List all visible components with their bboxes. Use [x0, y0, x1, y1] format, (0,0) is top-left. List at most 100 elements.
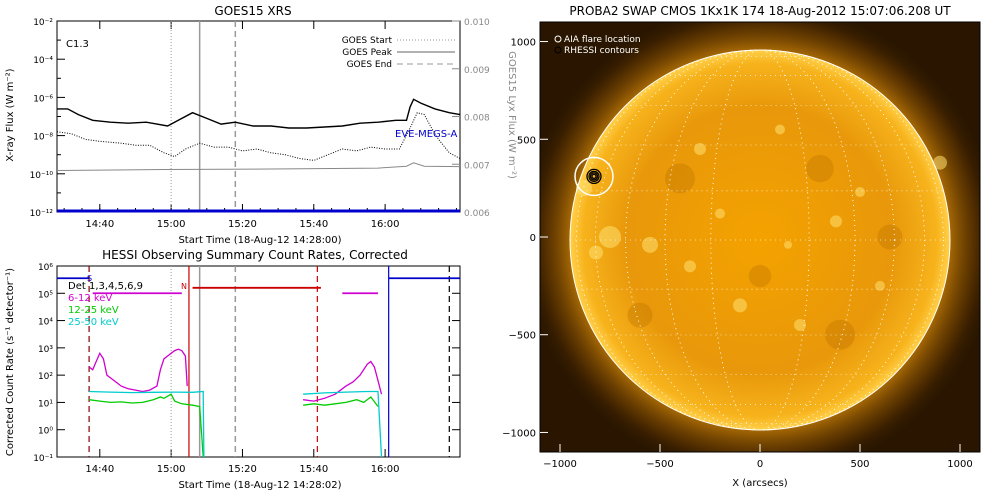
swap-x-tick-label: 500 — [850, 459, 869, 470]
rhessi-contour — [586, 168, 602, 185]
legend-rhessi-icon — [554, 46, 562, 54]
goes-plot-frame — [56, 20, 461, 213]
goes-class-label: C1.3 — [66, 39, 89, 50]
swap-y-tick-label: 1000 — [511, 38, 536, 49]
hessi-series-6-12-keV — [88, 348, 188, 393]
goes-xrs-chart: GOES15 XRS 10⁻¹² 10⁻¹⁰ 10⁻⁸ 10⁻⁶ 10⁻⁴ 10⁻² 0.0… — [5, 4, 517, 246]
active-region — [784, 240, 792, 249]
active-region — [733, 298, 747, 313]
eve-label: EVE-MEGS-A — [395, 129, 458, 140]
hessi-legend-12-25: 12-25 keV — [68, 305, 119, 316]
goes-y-tick-label: 10⁻⁴ — [33, 56, 53, 66]
rhessi-contour — [588, 170, 600, 183]
hessi-count-rate-chart: HESSI Observing Summary Count Rates, Cor… — [5, 248, 461, 491]
coronal-dark-region — [665, 163, 695, 194]
hessi-y-tick-label: 10⁵ — [38, 290, 53, 300]
hessi-title: HESSI Observing Summary Count Rates, Cor… — [102, 248, 408, 262]
hessi-flag-n: N — [181, 282, 187, 291]
goes-x-tick-label: 14:40 — [85, 219, 114, 230]
goes-y2-tick-label: 0.008 — [464, 114, 490, 124]
active-region — [933, 155, 947, 170]
sun-limb — [569, 49, 951, 431]
hessi-x-tick-label: 15:20 — [228, 464, 257, 475]
hessi-flag-s: S — [87, 274, 92, 283]
aia-flare-circle — [574, 156, 614, 197]
rhessi-contour — [591, 173, 597, 180]
hessi-ylabel: Corrected Count Rate (s⁻¹ detector⁻¹) — [5, 268, 16, 456]
hessi-y-tick-label: 10⁶ — [38, 263, 53, 273]
hessi-x-tick-label: 16:00 — [371, 464, 400, 475]
coronal-dark-region — [877, 224, 903, 250]
active-region — [684, 260, 696, 273]
grid-longitude — [664, 49, 856, 431]
goes-x-tick-label: 15:00 — [157, 219, 186, 230]
goes-long-series — [57, 98, 461, 129]
hessi-series-12-25-keV — [303, 396, 379, 407]
coronal-dark-region — [825, 319, 855, 350]
rhessi-contour — [589, 172, 599, 181]
goes-y2-tick-label: 0.009 — [464, 66, 490, 76]
goes-legend-label: GOES End — [347, 60, 392, 70]
active-region — [589, 245, 603, 260]
hessi-series-6-12-keV — [303, 360, 383, 402]
coronal-dark-region — [748, 264, 772, 288]
goes-y-tick-label: 10⁻⁸ — [33, 133, 53, 143]
hessi-xlabel: Start Time (18-Aug-12 14:28:02) — [178, 480, 341, 491]
swap-y-tick-label: −500 — [509, 331, 536, 342]
active-region — [775, 124, 785, 135]
goes-xlabel: Start Time (18-Aug-12 14:28:00) — [178, 235, 341, 246]
goes-ylabel: X-ray Flux (W m⁻²) — [5, 68, 16, 161]
hessi-plot-frame — [56, 265, 461, 458]
goes-x-tick-label: 15:20 — [228, 219, 257, 230]
goes-legend: GOES Start GOES Peak GOES End — [342, 36, 455, 70]
active-region — [830, 215, 842, 228]
active-region — [642, 236, 658, 253]
hessi-x-tick-label: 14:40 — [85, 464, 114, 475]
hessi-det-label: Det 1,3,4,5,6,9 — [68, 281, 143, 292]
swap-title: PROBA2 SWAP CMOS 1Kx1K 174 18-Aug-2012 1… — [569, 4, 951, 18]
hessi-y-tick-label: 10⁴ — [38, 318, 53, 328]
swap-y-tick-label: 500 — [517, 135, 536, 146]
legend-rhessi-label: RHESSI contours — [564, 46, 639, 56]
goes-y-tick-label: 10⁻² — [33, 18, 53, 28]
goes-title: GOES15 XRS — [214, 4, 291, 18]
active-region — [694, 143, 706, 156]
coronal-dark-region — [627, 302, 653, 328]
hessi-legend-6-12: 6-12 keV — [68, 293, 112, 304]
goes-y2label: GOES15 Lyx Flux (W m⁻²) — [506, 51, 517, 179]
goes-y-tick-label: 10⁻⁶ — [33, 94, 53, 104]
active-region — [794, 318, 806, 331]
hessi-y-tick-label: 10¹ — [38, 399, 53, 409]
swap-x-tick-label: −1000 — [543, 459, 577, 470]
active-region — [875, 280, 885, 291]
swap-legend: AIA flare location RHESSI contours — [554, 35, 641, 56]
goes-x-tick-label: 16:00 — [371, 219, 400, 230]
hessi-x-tick-label: 15:40 — [299, 464, 328, 475]
flare-location-marker — [574, 156, 614, 197]
legend-aia-label: AIA flare location — [564, 35, 641, 45]
goes-y-tick-label: 10⁻¹⁰ — [30, 171, 54, 181]
goes-legend-label: GOES Start — [342, 36, 393, 46]
active-region — [855, 187, 865, 198]
goes-short-series — [56, 112, 461, 161]
active-region — [715, 208, 725, 219]
active-region — [599, 226, 621, 248]
hessi-series-12-25-keV — [89, 393, 204, 458]
hessi-series-25-50-keV — [303, 390, 383, 458]
hessi-series-25-50-keV — [89, 390, 205, 458]
legend-aia-icon — [554, 35, 562, 43]
goes-legend-label: GOES Peak — [342, 48, 392, 58]
swap-y-tick-label: −1000 — [502, 428, 536, 439]
goes-y2-tick-label: 0.010 — [464, 18, 490, 28]
hessi-y-tick-label: 10³ — [38, 345, 53, 355]
swap-x-tick-label: −500 — [646, 459, 673, 470]
swap-y-tick-label: 0 — [530, 233, 536, 244]
hessi-x-tick-label: 15:00 — [157, 464, 186, 475]
sun-active-regions — [576, 124, 947, 350]
goes-x-tick-label: 15:40 — [299, 219, 328, 230]
hessi-legend: Det 1,3,4,5,6,9 6-12 keV 12-25 keV 25-50… — [68, 281, 143, 328]
goes-y2-tick-label: 0.007 — [464, 161, 490, 171]
goes-y-tick-label: 10⁻¹² — [30, 209, 54, 219]
swap-sun-image: PROBA2 SWAP CMOS 1Kx1K 174 18-Aug-2012 1… — [502, 4, 981, 489]
hessi-y-tick-label: 10⁻¹ — [33, 454, 53, 464]
